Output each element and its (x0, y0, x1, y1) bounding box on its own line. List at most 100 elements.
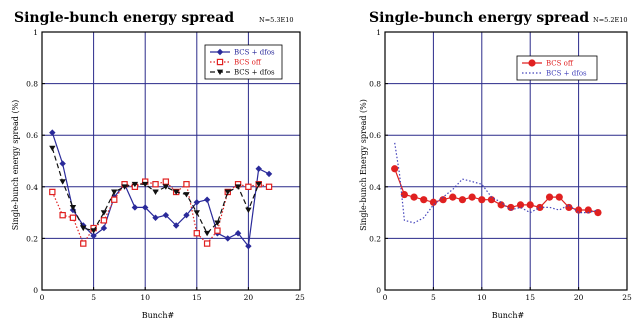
x-tick-label: 10 (140, 293, 150, 302)
data-point-marker (193, 230, 200, 237)
y-tick-label: 0.2 (26, 234, 38, 243)
x-tick-label: 5 (431, 293, 436, 302)
data-point-marker (487, 196, 496, 204)
data-point-marker (142, 204, 149, 211)
data-point-marker (214, 220, 221, 226)
x-tick-label: 10 (477, 293, 487, 302)
data-point-marker (193, 210, 200, 216)
data-point-marker (80, 225, 87, 232)
y-tick-label: 0.8 (26, 80, 38, 89)
data-point-marker (400, 190, 408, 199)
data-point-marker (429, 198, 437, 206)
data-point-marker (594, 209, 602, 217)
series-line (394, 168, 599, 214)
data-point-marker (516, 201, 525, 209)
data-point-marker (565, 203, 573, 212)
y-axis-label: Single-bunch Energy spread (%) (359, 99, 368, 231)
data-point-marker (100, 210, 108, 216)
y-tick-label: 0.4 (369, 183, 381, 192)
y-tick-label: 0.6 (369, 131, 381, 140)
data-point-marker (100, 224, 108, 232)
data-point-marker (265, 183, 273, 190)
energy-spread-chart-right: Single-bunch energy spread N=5.2E10 Bunc… (359, 10, 632, 320)
data-point-marker (59, 179, 66, 185)
data-point-marker (152, 214, 159, 221)
data-point-marker (214, 227, 221, 234)
data-point-marker (162, 184, 170, 190)
data-point-marker (245, 207, 252, 214)
data-point-marker (152, 189, 159, 195)
x-tick-label: 15 (525, 293, 535, 302)
data-point-marker (162, 178, 170, 185)
data-point-marker (545, 193, 554, 201)
y-tick-label: 0.6 (26, 131, 38, 140)
data-point-marker (439, 196, 447, 204)
data-point-marker (528, 59, 536, 67)
plot-area (384, 31, 628, 291)
data-point-marker (152, 181, 159, 188)
legend-entry: BCS + dfos (546, 70, 587, 78)
data-series (391, 165, 602, 217)
data-point-marker (193, 199, 200, 206)
data-point-marker (111, 189, 118, 195)
data-point-marker (478, 196, 486, 204)
x-tick-label: 0 (383, 293, 388, 302)
x-tick-label: 20 (244, 293, 254, 302)
energy-spread-chart-left: Single-bunch energy spread N=5.3E10 Bunc… (11, 10, 305, 320)
data-point-marker (255, 165, 262, 172)
data-series (394, 142, 599, 224)
data-point-marker (216, 58, 224, 66)
data-point-marker (183, 192, 190, 198)
data-point-marker (420, 196, 428, 204)
data-point-marker (142, 181, 149, 188)
data-point-marker (183, 181, 190, 188)
data-point-marker (59, 211, 66, 219)
data-point-marker (111, 196, 118, 203)
data-point-marker (216, 69, 224, 75)
legend: BCS off BCS + dfos (516, 55, 598, 81)
data-point-marker (458, 196, 467, 204)
y-tick-label: 0.2 (369, 234, 381, 243)
x-tick-label: 15 (192, 293, 202, 302)
data-point-marker (90, 228, 97, 234)
data-point-marker (575, 206, 583, 214)
x-tick-label: 0 (40, 293, 45, 302)
series-line (51, 180, 270, 245)
y-tick-label: 1 (33, 28, 38, 37)
y-tick-label: 0 (376, 286, 381, 295)
y-axis-label: Single-bunch energy spread (%) (11, 100, 20, 231)
chart-note: N=5.2E10 (593, 16, 628, 24)
series-line (51, 132, 270, 248)
data-point-marker (245, 183, 252, 190)
chart-note: N=5.3E10 (259, 16, 294, 24)
data-point-marker (555, 193, 563, 201)
data-point-marker (507, 203, 515, 212)
data-point-marker (131, 204, 139, 211)
legend-entry: BCS + dfos (234, 49, 275, 57)
data-point-marker (49, 188, 56, 196)
x-axis-label: Bunch# (492, 311, 525, 320)
data-point-marker (69, 214, 77, 221)
data-point-marker (234, 184, 242, 190)
legend-entry: BCS + dfos (234, 69, 275, 77)
legend: BCS + dfos BCS off BCS + dfos (204, 44, 283, 80)
chart-title: Single-bunch energy spread (369, 10, 589, 26)
data-point-marker (49, 129, 56, 136)
data-point-marker (172, 189, 180, 195)
data-series (49, 129, 273, 250)
data-point-marker (468, 193, 476, 201)
data-point-marker (224, 235, 231, 242)
data-point-marker (162, 211, 170, 219)
data-point-marker (216, 48, 224, 56)
plot-area (41, 31, 301, 291)
data-point-marker (100, 217, 108, 224)
data-point-marker (203, 230, 211, 237)
x-tick-label: 25 (295, 293, 305, 302)
data-point-marker (203, 196, 211, 203)
y-tick-label: 0.8 (369, 80, 381, 89)
legend-box (516, 55, 598, 81)
data-point-marker (245, 242, 252, 250)
data-point-marker (49, 145, 56, 152)
data-point-marker (90, 232, 97, 240)
y-tick-label: 0 (33, 286, 38, 295)
